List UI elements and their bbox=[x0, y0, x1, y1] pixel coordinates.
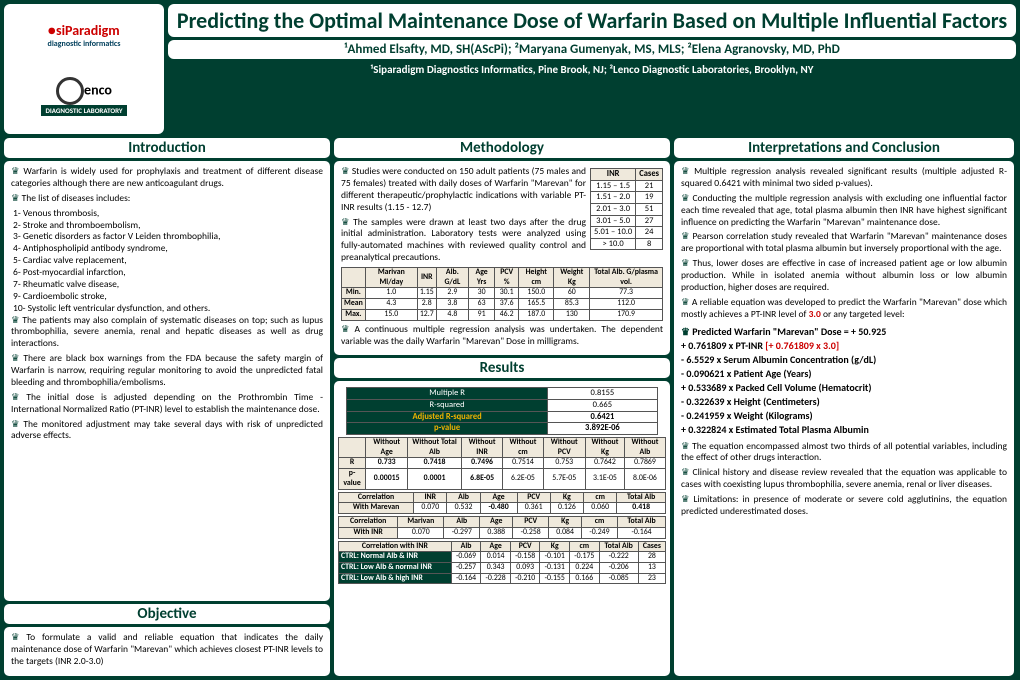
siparadigm-logo: ●siParadigm diagnostic informatics bbox=[48, 22, 121, 49]
logo-panel: ●siParadigm diagnostic informatics enco … bbox=[4, 4, 164, 134]
header-row: ●siParadigm diagnostic informatics enco … bbox=[4, 4, 1016, 134]
corr-inr-table: CorrelationMarivanAlbAgePCVKgcmTotal Alb… bbox=[338, 516, 666, 538]
col-methodology: Methodology INRCases 1.15 – 1.521 1.51 –… bbox=[334, 138, 670, 676]
stats-table: Marivan Ml/day INRAlb. G/dL Age YrsPCV %… bbox=[341, 267, 663, 321]
ctrl-table: Correlation with INRAlbAgePCVKgcmTotal A… bbox=[338, 541, 666, 585]
col-introduction: Introduction Warfarin is widely used for… bbox=[4, 138, 330, 676]
results-head: Results bbox=[334, 358, 670, 378]
lenco-logo: enco DIAGNOSTIC LABORATORY bbox=[41, 77, 126, 116]
objective-body: To formulate a valid and reliable equati… bbox=[4, 627, 330, 676]
conclusion-body: Multiple regression analysis revealed si… bbox=[674, 161, 1014, 676]
regression-main-table: Multiple R0.8155 R-squared0.665 Adjusted… bbox=[346, 387, 658, 435]
methodology-head: Methodology bbox=[334, 138, 670, 158]
methodology-body: INRCases 1.15 – 1.521 1.51 – 2.019 2.01 … bbox=[334, 161, 670, 355]
objective-head: Objective bbox=[4, 604, 330, 624]
conclusion-head: Interpretations and Conclusion bbox=[674, 138, 1014, 158]
introduction-body: Warfarin is widely used for prophylaxis … bbox=[4, 161, 330, 601]
poster-root: ●siParadigm diagnostic informatics enco … bbox=[0, 0, 1020, 680]
inr-cases-table: INRCases 1.15 – 1.521 1.51 – 2.019 2.01 … bbox=[590, 168, 663, 250]
columns: Introduction Warfarin is widely used for… bbox=[4, 138, 1016, 676]
authors: ¹Ahmed Elsafty, MD, SH(AScPi); ²Maryana … bbox=[168, 40, 1016, 59]
affiliations: ¹Siparadigm Diagnostics Informatics, Pin… bbox=[168, 62, 1016, 77]
prediction-equation: Predicted Warfarin "Marevan" Dose = + 50… bbox=[681, 325, 1007, 437]
poster-title: Predicting the Optimal Maintenance Dose … bbox=[168, 4, 1016, 37]
introduction-head: Introduction bbox=[4, 138, 330, 158]
results-body: Multiple R0.8155 R-squared0.665 Adjusted… bbox=[334, 381, 670, 676]
corr-marevan-table: CorrelationINRAlbAgePCVKgcmTotal Alb Wit… bbox=[338, 492, 666, 514]
without-table: Without AgeWithout Total AlbWithout INRW… bbox=[338, 437, 666, 490]
title-block: Predicting the Optimal Maintenance Dose … bbox=[168, 4, 1016, 134]
col-conclusions: Interpretations and Conclusion Multiple … bbox=[674, 138, 1014, 676]
disease-list: 1- Venous thrombosis, 2- Stroke and thro… bbox=[11, 208, 323, 315]
